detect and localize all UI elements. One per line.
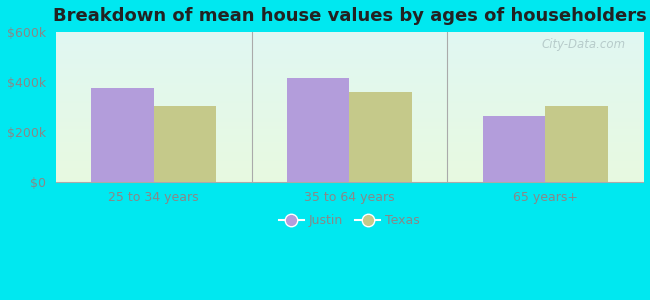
Text: City-Data.com: City-Data.com	[541, 38, 625, 51]
Bar	[91, 88, 153, 182]
Title: Breakdown of mean house values by ages of householders: Breakdown of mean house values by ages o…	[53, 7, 646, 25]
Bar	[153, 106, 216, 182]
Bar	[287, 78, 350, 182]
Bar	[482, 116, 545, 182]
Bar	[350, 92, 412, 182]
Legend: Justin, Texas: Justin, Texas	[274, 209, 425, 232]
Bar	[545, 106, 608, 182]
